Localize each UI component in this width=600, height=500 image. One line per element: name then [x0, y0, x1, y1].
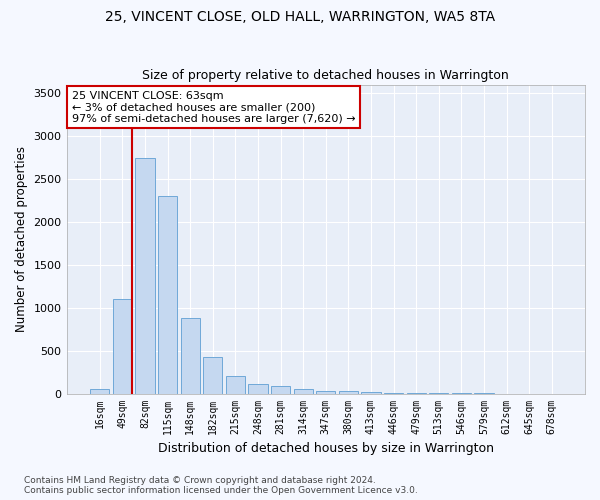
Bar	[339, 392, 358, 394]
Y-axis label: Number of detached properties: Number of detached properties	[15, 146, 28, 332]
Bar	[361, 392, 380, 394]
Bar	[90, 390, 109, 394]
Bar	[203, 356, 223, 394]
Bar	[158, 196, 177, 394]
Text: 25 VINCENT CLOSE: 63sqm
← 3% of detached houses are smaller (200)
97% of semi-de: 25 VINCENT CLOSE: 63sqm ← 3% of detached…	[72, 90, 355, 124]
Bar	[316, 390, 335, 394]
Bar	[136, 158, 155, 394]
Bar	[384, 392, 403, 394]
X-axis label: Distribution of detached houses by size in Warrington: Distribution of detached houses by size …	[158, 442, 494, 455]
Text: Contains HM Land Registry data © Crown copyright and database right 2024.
Contai: Contains HM Land Registry data © Crown c…	[24, 476, 418, 495]
Title: Size of property relative to detached houses in Warrington: Size of property relative to detached ho…	[142, 69, 509, 82]
Bar	[181, 318, 200, 394]
Bar	[226, 376, 245, 394]
Text: 25, VINCENT CLOSE, OLD HALL, WARRINGTON, WA5 8TA: 25, VINCENT CLOSE, OLD HALL, WARRINGTON,…	[105, 10, 495, 24]
Bar	[293, 390, 313, 394]
Bar	[248, 384, 268, 394]
Bar	[113, 299, 132, 394]
Bar	[271, 386, 290, 394]
